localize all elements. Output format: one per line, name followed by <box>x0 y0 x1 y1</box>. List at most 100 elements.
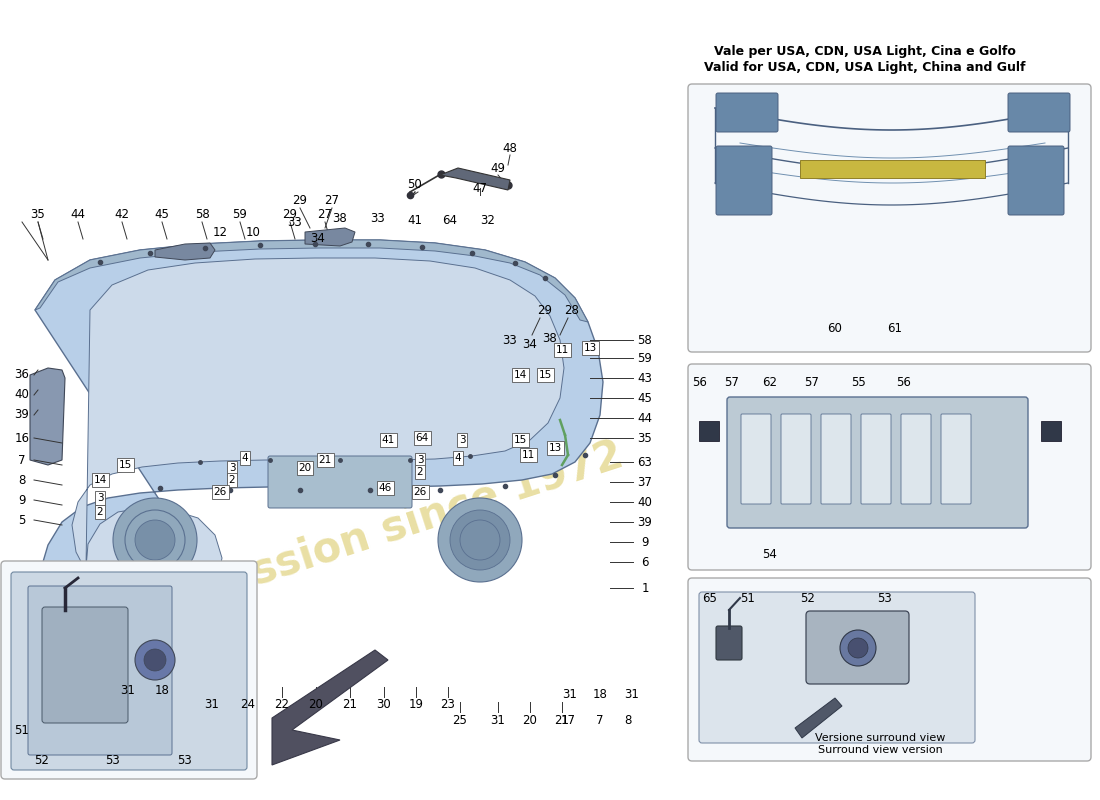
Text: 20: 20 <box>298 463 311 473</box>
Text: 26: 26 <box>414 487 427 497</box>
Circle shape <box>460 520 500 560</box>
Polygon shape <box>795 698 842 738</box>
Text: 3: 3 <box>229 463 235 473</box>
FancyBboxPatch shape <box>806 611 909 684</box>
FancyBboxPatch shape <box>1041 421 1062 441</box>
Text: 27: 27 <box>324 194 340 206</box>
Text: 20: 20 <box>522 714 538 726</box>
Text: 4: 4 <box>454 453 461 463</box>
Text: 4: 4 <box>242 453 249 463</box>
Text: 22: 22 <box>275 698 289 711</box>
Text: 8: 8 <box>19 474 25 486</box>
Circle shape <box>848 638 868 658</box>
Text: 53: 53 <box>104 754 120 766</box>
FancyBboxPatch shape <box>861 414 891 504</box>
Text: 2: 2 <box>97 507 103 517</box>
Text: 41: 41 <box>407 214 422 226</box>
Text: 38: 38 <box>332 211 348 225</box>
Text: 13: 13 <box>583 343 596 353</box>
Text: 14: 14 <box>94 475 107 485</box>
Text: 31: 31 <box>562 689 578 702</box>
Text: 44: 44 <box>638 411 652 425</box>
FancyBboxPatch shape <box>688 84 1091 352</box>
Text: 5: 5 <box>19 514 25 526</box>
Text: 15: 15 <box>514 435 527 445</box>
Text: 60: 60 <box>827 322 843 334</box>
Text: 43: 43 <box>638 371 652 385</box>
Text: 29: 29 <box>538 303 552 317</box>
FancyBboxPatch shape <box>716 146 772 215</box>
FancyBboxPatch shape <box>800 160 984 178</box>
Text: 30: 30 <box>376 698 392 711</box>
Circle shape <box>125 510 185 570</box>
Text: 39: 39 <box>14 409 30 422</box>
Text: 36: 36 <box>14 369 30 382</box>
Text: 3: 3 <box>459 435 465 445</box>
Text: Versione surround view: Versione surround view <box>815 733 945 743</box>
Text: 33: 33 <box>287 215 303 229</box>
Text: 21: 21 <box>342 698 358 711</box>
Text: 57: 57 <box>725 375 739 389</box>
Text: 55: 55 <box>850 375 866 389</box>
Text: 7: 7 <box>596 714 604 726</box>
Text: 24: 24 <box>241 698 255 711</box>
FancyBboxPatch shape <box>716 626 742 660</box>
Circle shape <box>450 510 510 570</box>
Text: 52: 52 <box>34 754 50 766</box>
Text: 7: 7 <box>19 454 25 466</box>
Text: 50: 50 <box>408 178 422 191</box>
Text: 56: 56 <box>693 375 707 389</box>
Polygon shape <box>35 240 588 322</box>
FancyBboxPatch shape <box>698 421 719 441</box>
Text: Surround view version: Surround view version <box>817 745 943 755</box>
Text: 17: 17 <box>561 714 575 726</box>
Text: 3: 3 <box>417 455 424 465</box>
Text: 20: 20 <box>309 698 323 711</box>
Text: 26: 26 <box>213 487 227 497</box>
Text: 39: 39 <box>638 515 652 529</box>
Text: 2: 2 <box>229 475 235 485</box>
Text: 11: 11 <box>556 345 569 355</box>
Text: Valid for USA, CDN, USA Light, China and Gulf: Valid for USA, CDN, USA Light, China and… <box>704 62 1025 74</box>
Circle shape <box>135 520 175 560</box>
FancyBboxPatch shape <box>940 414 971 504</box>
Text: 57: 57 <box>804 375 820 389</box>
Text: 51: 51 <box>740 591 756 605</box>
Text: 27: 27 <box>318 207 332 221</box>
Text: 15: 15 <box>119 460 132 470</box>
Text: 61: 61 <box>888 322 902 334</box>
Text: 59: 59 <box>232 207 248 221</box>
Text: 6: 6 <box>641 555 649 569</box>
Polygon shape <box>72 258 564 600</box>
Text: 8: 8 <box>625 714 631 726</box>
Text: 14: 14 <box>514 370 527 380</box>
Text: 56: 56 <box>896 375 912 389</box>
Text: 65: 65 <box>703 591 717 605</box>
Text: 49: 49 <box>491 162 506 174</box>
Text: 45: 45 <box>638 391 652 405</box>
Text: 46: 46 <box>378 483 392 493</box>
Text: 3: 3 <box>97 493 103 503</box>
Text: 29: 29 <box>283 207 297 221</box>
Text: 12: 12 <box>212 226 228 238</box>
FancyBboxPatch shape <box>1 561 257 779</box>
Text: 11: 11 <box>521 450 535 460</box>
Text: 58: 58 <box>638 334 652 346</box>
Text: 34: 34 <box>310 231 326 245</box>
Text: 51: 51 <box>14 723 30 737</box>
Text: a passion since 1972: a passion since 1972 <box>151 434 629 626</box>
Text: 53: 53 <box>177 754 192 766</box>
Text: 37: 37 <box>638 475 652 489</box>
Circle shape <box>113 498 197 582</box>
Text: 42: 42 <box>114 207 130 221</box>
Polygon shape <box>305 228 355 246</box>
Text: 40: 40 <box>14 389 30 402</box>
FancyBboxPatch shape <box>28 586 172 755</box>
Text: 62: 62 <box>762 375 778 389</box>
Text: Vale per USA, CDN, USA Light, Cina e Golfo: Vale per USA, CDN, USA Light, Cina e Gol… <box>714 46 1016 58</box>
Text: 15: 15 <box>538 370 551 380</box>
Text: 31: 31 <box>205 698 219 711</box>
FancyBboxPatch shape <box>42 607 128 723</box>
Text: 21: 21 <box>318 455 331 465</box>
Circle shape <box>135 640 175 680</box>
